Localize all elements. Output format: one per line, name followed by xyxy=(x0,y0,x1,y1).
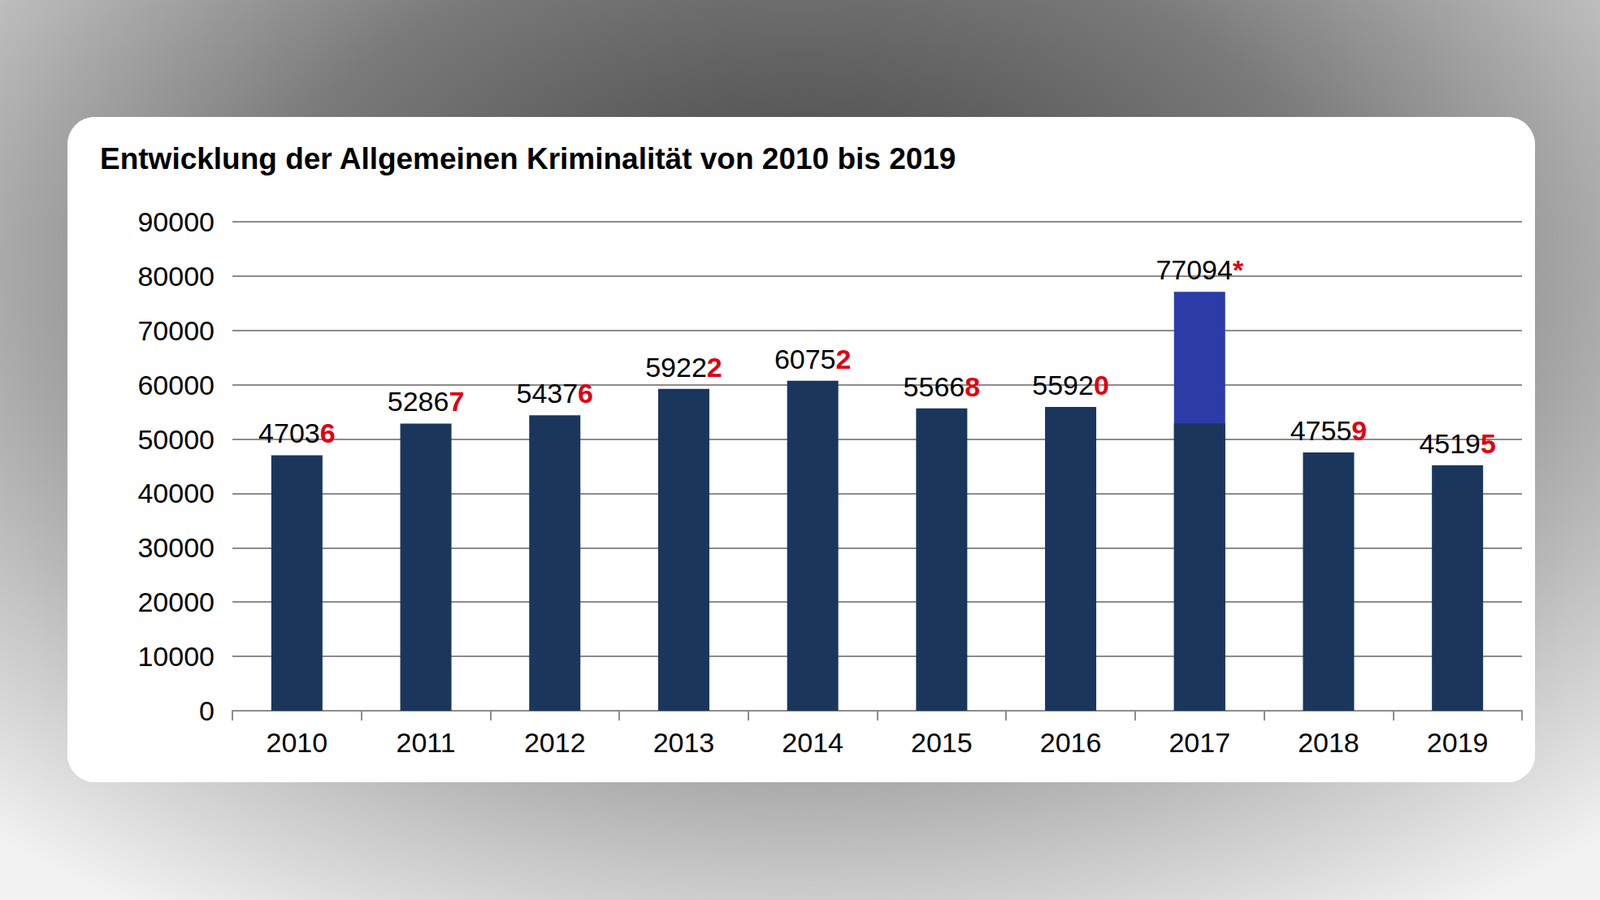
svg-text:2016: 2016 xyxy=(1040,727,1102,759)
svg-text:2010: 2010 xyxy=(266,727,329,759)
svg-text:2012: 2012 xyxy=(524,727,586,759)
svg-text:5286: 5286 xyxy=(387,385,450,417)
svg-text:2015: 2015 xyxy=(910,727,973,759)
svg-text:90000: 90000 xyxy=(137,206,215,238)
svg-text:70000: 70000 xyxy=(137,315,215,347)
svg-text:5592: 5592 xyxy=(1031,369,1094,401)
svg-text:6075: 6075 xyxy=(774,343,837,375)
svg-text:60000: 60000 xyxy=(137,369,215,401)
svg-text:77094: 77094 xyxy=(1155,254,1233,286)
svg-text:9: 9 xyxy=(1351,415,1367,447)
svg-text:2013: 2013 xyxy=(653,727,716,759)
svg-text:2018: 2018 xyxy=(1297,727,1360,759)
svg-text:4755: 4755 xyxy=(1290,415,1353,447)
svg-text:2: 2 xyxy=(836,343,852,375)
svg-text:10000: 10000 xyxy=(137,641,215,673)
svg-text:80000: 80000 xyxy=(137,260,215,292)
svg-text:2011: 2011 xyxy=(395,727,456,759)
svg-text:6: 6 xyxy=(320,417,336,449)
svg-text:2014: 2014 xyxy=(781,727,844,759)
svg-text:5922: 5922 xyxy=(645,351,707,383)
svg-text:2019: 2019 xyxy=(1426,727,1489,759)
svg-text:2017: 2017 xyxy=(1168,727,1231,759)
svg-text:20000: 20000 xyxy=(137,586,215,618)
svg-text:30000: 30000 xyxy=(137,532,215,564)
svg-text:5437: 5437 xyxy=(515,377,578,409)
svg-text:5566: 5566 xyxy=(903,371,966,403)
svg-text:4703: 4703 xyxy=(258,417,321,449)
svg-text:0: 0 xyxy=(1093,369,1110,401)
svg-text:40000: 40000 xyxy=(137,477,215,509)
svg-text:0: 0 xyxy=(199,695,215,727)
svg-text:4519: 4519 xyxy=(1418,428,1481,460)
svg-text:5: 5 xyxy=(1480,428,1496,460)
svg-text:*: * xyxy=(1232,254,1245,286)
svg-text:7: 7 xyxy=(448,385,464,417)
svg-text:8: 8 xyxy=(964,371,980,403)
svg-text:2: 2 xyxy=(706,351,723,383)
svg-text:50000: 50000 xyxy=(137,424,215,456)
svg-text:6: 6 xyxy=(577,377,594,409)
svg-text:Entwicklung der Allgemeinen Kr: Entwicklung der Allgemeinen Kriminalität… xyxy=(99,142,956,176)
